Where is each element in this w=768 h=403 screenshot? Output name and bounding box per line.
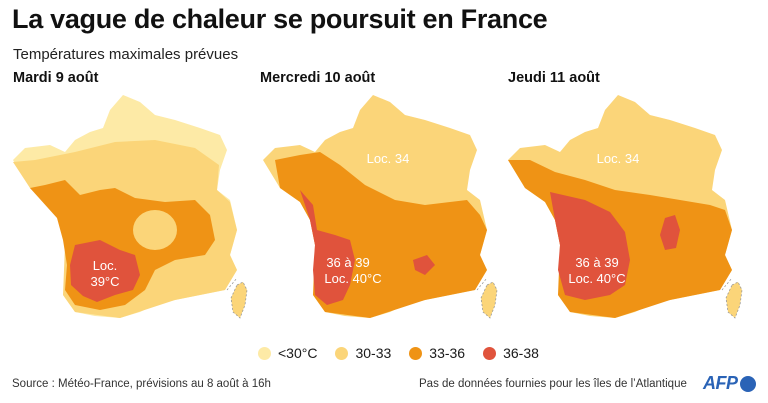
corsica-inset-line <box>476 277 488 291</box>
legend-label: <30°C <box>278 345 318 361</box>
map-wednesday: Loc. 34 36 à 39 Loc. 40°C <box>255 90 505 340</box>
legend-label: 33-36 <box>429 345 466 361</box>
legend-swatch <box>409 346 423 360</box>
map-label-range: 36 à 39 <box>326 255 369 270</box>
map-label-loc40: Loc. 40°C <box>568 271 625 286</box>
map-tuesday: Loc. 39°C <box>5 90 255 340</box>
day-label-wednesday: Mercredi 10 août <box>260 70 376 86</box>
legend-item-30-33: 30-33 <box>335 345 391 361</box>
zone-36-38 <box>70 240 140 302</box>
day-label-tuesday: Mardi 9 août <box>13 70 99 86</box>
afp-logo: AFP <box>703 373 756 394</box>
map-label-loc: Loc. <box>93 258 118 273</box>
legend: <30°C 30-33 33-36 36-38 <box>258 345 539 361</box>
zone-cool-island <box>133 210 177 250</box>
map-label-temp: 39°C <box>90 274 119 289</box>
legend-label: 36-38 <box>503 345 539 361</box>
legend-item-lt30: <30°C <box>258 345 317 361</box>
zone-36-38 <box>300 190 355 305</box>
zone-36-38-east <box>660 215 680 250</box>
corsica-outline <box>230 281 248 319</box>
map-label-loc34: Loc. 34 <box>367 151 410 166</box>
legend-swatch <box>258 346 271 360</box>
legend-item-33-36: 33-36 <box>409 345 465 361</box>
page-subtitle: Températures maximales prévues <box>13 46 239 63</box>
corsica-inset-line <box>226 277 238 291</box>
legend-swatch <box>335 346 349 360</box>
map-thursday: Loc. 34 36 à 39 Loc. 40°C <box>500 90 750 340</box>
legend-item-36-38: 36-38 <box>483 345 539 361</box>
corsica-outline <box>480 281 498 319</box>
source-text: Source : Météo-France, prévisions au 8 a… <box>12 378 271 390</box>
afp-logo-dot <box>739 375 756 392</box>
legend-swatch <box>483 346 497 360</box>
zone-36-38 <box>550 192 630 300</box>
zone-36-38-east <box>413 255 435 275</box>
legend-label: 30-33 <box>355 345 392 361</box>
afp-logo-text: AFP <box>703 373 738 393</box>
corsica-inset-line <box>721 277 733 291</box>
page-title: La vague de chaleur se poursuit en Franc… <box>12 4 548 34</box>
corsica-outline <box>725 281 743 319</box>
map-label-range: 36 à 39 <box>575 255 618 270</box>
day-label-thursday: Jeudi 11 août <box>508 70 600 86</box>
note-text: Pas de données fournies pour les îles de… <box>419 378 687 390</box>
map-label-loc40: Loc. 40°C <box>324 271 381 286</box>
map-label-loc34: Loc. 34 <box>597 151 640 166</box>
